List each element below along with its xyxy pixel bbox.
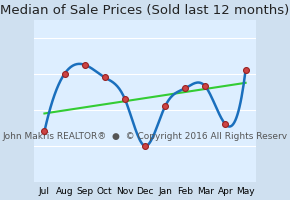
- Point: [42, 130, 47, 133]
- Point: [183, 87, 188, 90]
- Point: [102, 76, 107, 79]
- Point: [82, 63, 87, 66]
- Point: [243, 69, 248, 72]
- Point: [143, 144, 147, 148]
- Title: Median of Sale Prices (Sold last 12 months): Median of Sale Prices (Sold last 12 mont…: [0, 4, 290, 17]
- Point: [223, 123, 228, 126]
- Point: [62, 72, 67, 75]
- Point: [123, 97, 127, 101]
- Text: John Makris REALTOR®  ●  © Copyright 2016 All Rights Reserv: John Makris REALTOR® ● © Copyright 2016 …: [2, 132, 288, 141]
- Point: [163, 105, 167, 108]
- Point: [203, 85, 208, 88]
